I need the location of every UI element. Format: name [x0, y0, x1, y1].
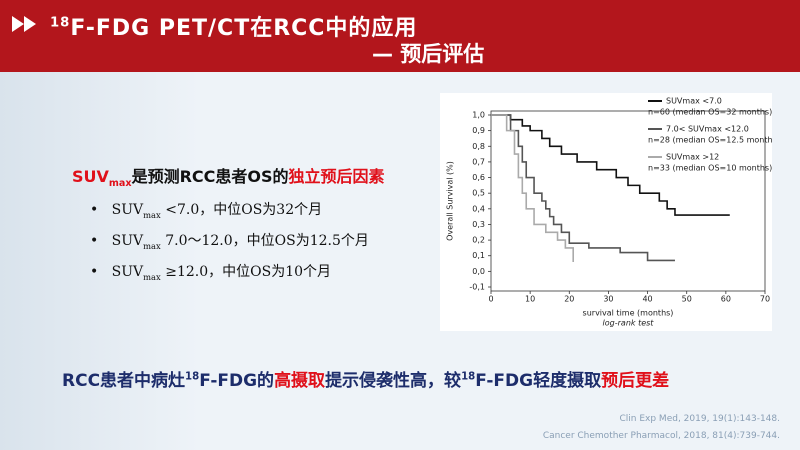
y-tick-label: 0,3	[472, 220, 485, 229]
heading: SUVmax是预测RCC患者OS的独立预后因素	[72, 163, 385, 189]
bullet-label: SUV	[111, 202, 144, 218]
y-axis-label: Overall Survival (%)	[446, 161, 455, 241]
legend-detail: n=28 (median OS=12.5 months)	[648, 136, 772, 145]
heading-part: 是预测RCC患者OS的	[131, 167, 289, 186]
x-tick-label: 50	[682, 295, 692, 304]
bullet-sub: max	[143, 240, 161, 251]
conclusion-part: F-FDG轻度摄取	[475, 371, 602, 391]
conclusion-part: RCC患者中病灶	[62, 371, 186, 391]
heading-highlight: 独立预后因素	[288, 167, 385, 186]
conclusion-part: F-FDG的	[199, 371, 275, 391]
legend-label: 7.0< SUVmax <12.0	[666, 125, 749, 134]
heading-part: SUV	[72, 167, 109, 186]
y-tick-label: 0,7	[472, 157, 485, 166]
y-tick-label: -0,1	[469, 283, 485, 292]
survival-curve	[491, 114, 574, 262]
conclusion-highlight: 预后更差	[601, 371, 670, 391]
y-tick-label: 0,0	[472, 267, 485, 276]
bullet: • SUVmax <7.0，中位OS为32个月	[90, 202, 323, 220]
conclusion-part: 提示侵袭性高，较	[325, 371, 462, 391]
x-tick-label: 20	[564, 295, 574, 304]
title: 18F-FDG PET/CT在RCC中的应用	[50, 10, 417, 42]
note: log-rank test	[603, 319, 655, 328]
subtitle: — 预后评估	[372, 42, 485, 66]
bullet-text: 7.0～12.0，中位OS为12.5个月	[160, 233, 369, 249]
y-tick-label: 0,5	[472, 189, 485, 198]
y-tick-label: 0,2	[472, 236, 485, 245]
legend-label: SUVmax >12	[666, 153, 719, 162]
y-tick-label: 0,6	[472, 173, 485, 182]
conclusion-sup: 18	[185, 371, 200, 383]
y-tick-label: 1,0	[472, 111, 485, 120]
conclusion-sup: 18	[461, 371, 476, 383]
bullet-sub: max	[143, 271, 161, 282]
reference: Cancer Chemother Pharmacol, 2018, 81(4):…	[542, 431, 780, 441]
title-sup: 18	[50, 15, 71, 31]
x-tick-label: 70	[760, 295, 770, 304]
bullet-label: SUV	[111, 264, 144, 280]
x-tick-label: 0	[488, 295, 493, 304]
header: 18F-FDG PET/CT在RCC中的应用 — 预后评估	[0, 0, 800, 72]
heading-sub: max	[108, 178, 132, 190]
y-tick-label: 0,4	[472, 204, 485, 213]
bullet-label: SUV	[111, 233, 144, 249]
legend-detail: n=33 (median OS=10 months)	[648, 164, 772, 173]
survival-curve	[491, 114, 730, 216]
plot-frame	[490, 110, 766, 292]
y-tick-label: 0,8	[472, 142, 485, 151]
x-tick-label: 30	[603, 295, 613, 304]
y-tick-label: 0,9	[472, 126, 485, 135]
x-axis-label: survival time (months)	[583, 309, 674, 318]
x-tick-label: 60	[721, 295, 731, 304]
reference: Clin Exp Med, 2019, 19(1):143-148.	[619, 414, 781, 424]
x-tick-label: 10	[525, 295, 535, 304]
bullet-text: ≥12.0，中位OS为10个月	[160, 264, 332, 280]
heading-suv: SUVmax	[72, 167, 132, 190]
y-tick-label: 0,1	[472, 251, 485, 260]
bullet-text: <7.0，中位OS为32个月	[160, 202, 323, 218]
conclusion-highlight: 高摄取	[274, 371, 326, 391]
legend-label: SUVmax <7.0	[666, 97, 722, 106]
bullet-sub: max	[143, 209, 161, 220]
conclusion: RCC患者中病灶18F-FDG的高摄取提示侵袭性高，较18F-FDG轻度摄取预后…	[62, 366, 669, 391]
legend-detail: n=60 (median OS=32 months)	[648, 108, 772, 117]
bullet: • SUVmax 7.0～12.0，中位OS为12.5个月	[90, 233, 369, 251]
bullet: • SUVmax ≥12.0，中位OS为10个月	[90, 264, 332, 282]
title-text: F-FDG PET/CT在RCC中的应用	[70, 16, 418, 41]
x-tick-label: 40	[642, 295, 652, 304]
survival-curve	[491, 114, 675, 262]
km-chart: Overall Survival (%) survival time (mont…	[440, 93, 772, 331]
arrow-icon	[12, 16, 36, 32]
